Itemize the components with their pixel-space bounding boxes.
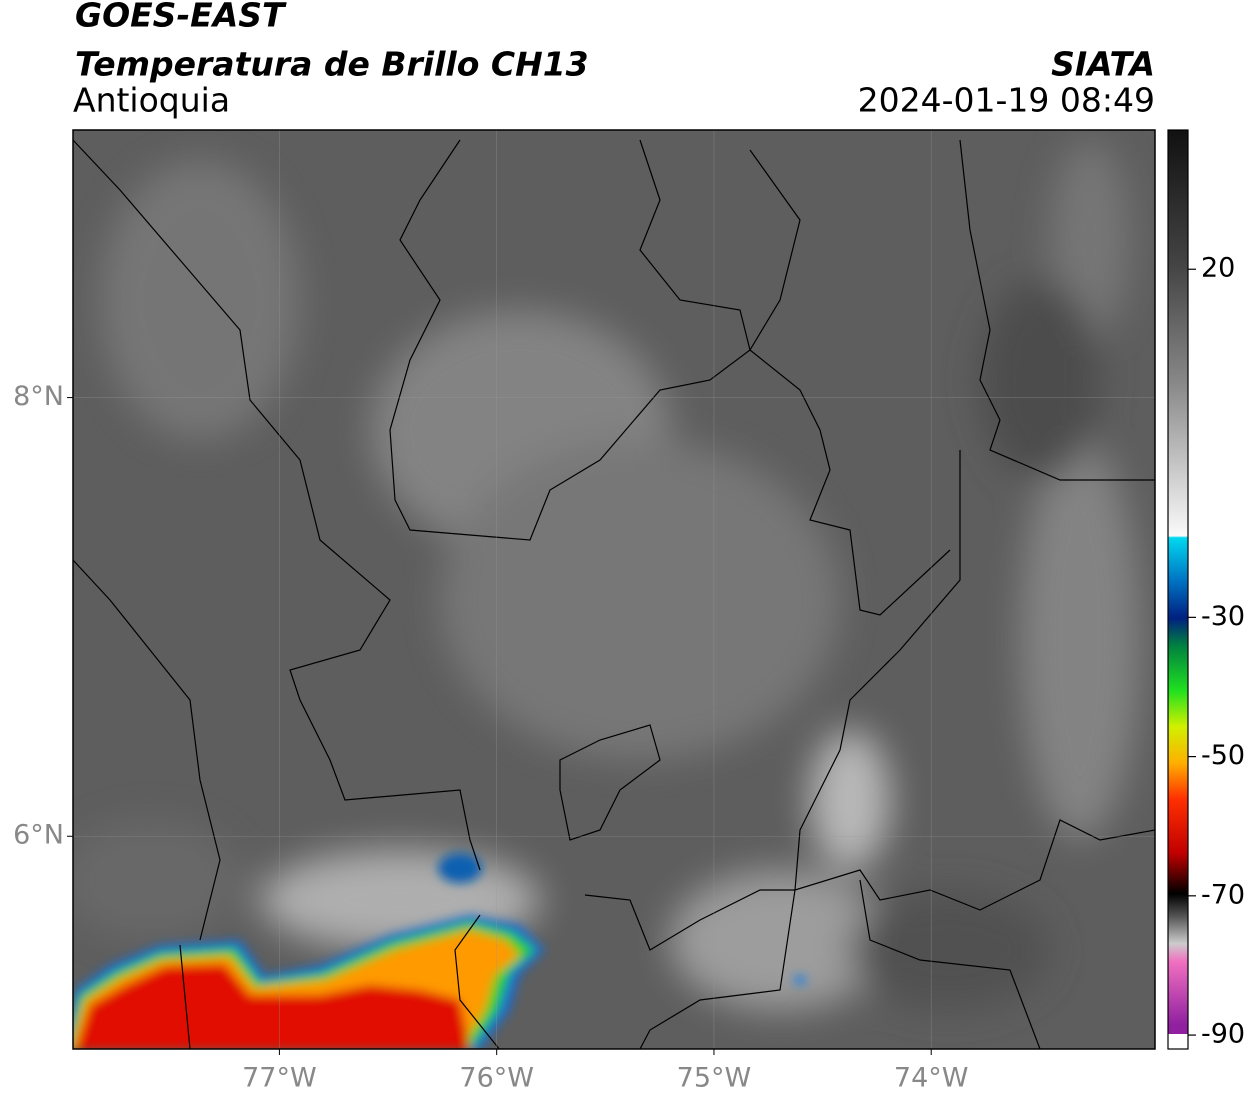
colorbar-extension xyxy=(1168,1034,1188,1049)
lat-tick-label: 8°N xyxy=(13,381,64,412)
colorbar-tick-label: 20 xyxy=(1201,253,1235,284)
region-title: Antioquia xyxy=(73,81,230,120)
colorbar-tick-label: -50 xyxy=(1201,740,1245,771)
colorbar-tick-label: -90 xyxy=(1201,1019,1245,1050)
agency-title: GOES-EAST xyxy=(75,0,287,35)
lon-tick-label: 74°W xyxy=(894,1063,969,1094)
colorbar-tick-label: -30 xyxy=(1201,601,1245,632)
colorbar-tick-label: -70 xyxy=(1201,879,1245,910)
graticule xyxy=(73,130,1155,1049)
lon-tick-label: 77°W xyxy=(242,1063,317,1094)
timestamp: 2024-01-19 08:49 xyxy=(858,81,1155,120)
map-frame xyxy=(72,129,1156,1050)
colorbar xyxy=(1168,130,1188,1034)
lon-tick-label: 75°W xyxy=(677,1063,752,1094)
colorbar-frame xyxy=(1167,129,1189,1050)
satellite-image xyxy=(73,130,1155,1049)
borders xyxy=(73,139,1155,1049)
source-title: SIATA xyxy=(1051,45,1155,84)
lon-tick-label: 76°W xyxy=(459,1063,534,1094)
lat-tick-label: 6°N xyxy=(13,820,64,851)
product-title: Temperatura de Brillo CH13 xyxy=(75,45,589,84)
